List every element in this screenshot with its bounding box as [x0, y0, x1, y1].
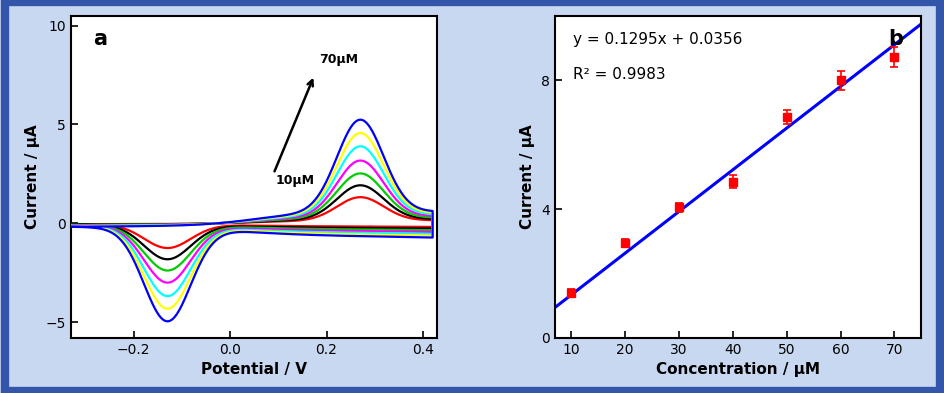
X-axis label: Potential / V: Potential / V — [201, 362, 307, 377]
Y-axis label: Current / μA: Current / μA — [520, 125, 535, 229]
Text: 70μM: 70μM — [319, 53, 358, 66]
Text: y = 0.1295x + 0.0356: y = 0.1295x + 0.0356 — [572, 32, 742, 47]
X-axis label: Concentration / μM: Concentration / μM — [655, 362, 819, 377]
Text: b: b — [887, 29, 902, 49]
Text: R² = 0.9983: R² = 0.9983 — [572, 67, 665, 82]
Y-axis label: Current / μA: Current / μA — [25, 125, 40, 229]
Text: a: a — [93, 29, 107, 49]
Text: 10μM: 10μM — [276, 174, 314, 187]
